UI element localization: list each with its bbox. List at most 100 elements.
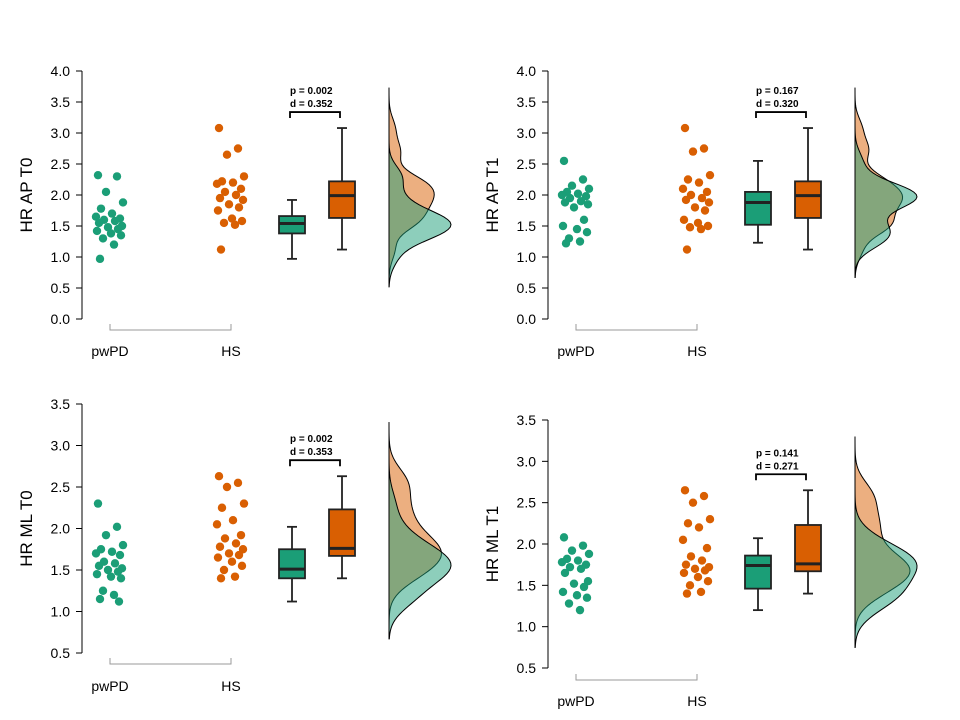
data-point-HS [224,200,234,209]
data-point-pwPD [575,605,585,615]
significance-bracket [755,111,807,119]
chart-panel-3: 0.5 1.0 1.5 2.0 2.5 3.0 3.5 HR ML T0 pwPD HS p = 0… [17,396,452,694]
data-point-HS [238,195,248,205]
data-point-pwPD [560,198,570,207]
data-point-HS [233,144,243,153]
data-point-pwPD [557,557,567,567]
y-tick-label: 0.0 [51,311,71,327]
data-point-HS [702,187,712,197]
data-point-HS [679,215,689,224]
annotation-p-value: p = 0.002 [290,434,333,445]
data-point-pwPD [91,549,101,558]
data-point-HS [704,198,714,207]
data-point-pwPD [106,572,116,581]
y-tick-label: 1.0 [51,249,71,265]
data-point-pwPD [118,540,128,550]
y-axis-title: HR ML T1 [483,506,502,583]
data-point-HS [700,566,710,575]
x-group-label: HS [221,678,240,694]
y-tick-label: 2.5 [51,479,71,495]
data-point-pwPD [110,559,120,568]
annotation-p-value: p = 0.002 [290,86,333,97]
data-point-HS [685,223,695,232]
y-tick-label: 0.5 [517,660,537,676]
data-point-HS [222,482,232,492]
box-HS [794,180,822,219]
y-axis-title: HR ML T0 [17,490,36,567]
data-point-HS [681,195,691,205]
x-group-label: pwPD [557,343,594,359]
y-tick-label: 0.5 [517,280,537,296]
data-point-HS [220,187,230,197]
x-group-label: pwPD [91,343,128,359]
data-point-pwPD [579,215,589,224]
data-point-pwPD [576,564,586,573]
data-point-pwPD [558,221,568,231]
data-point-HS [690,203,700,212]
y-tick-label: 2.0 [51,521,71,537]
data-point-pwPD [578,541,588,550]
data-point-HS [227,557,237,566]
data-point-HS [705,170,715,180]
data-point-HS [682,245,692,254]
data-point-pwPD [564,599,574,608]
density-pwPD [854,436,918,648]
y-tick-label: 1.5 [51,562,71,578]
y-tick-label: 1.0 [51,604,71,620]
chart-panel-1: 0.0 0.5 1.0 1.5 2.0 2.5 3.0 3.5 4.0 HR AP T0 pwPD H… [17,63,452,359]
data-point-pwPD [112,522,122,532]
y-tick-label: 3.0 [517,125,537,141]
data-point-HS [236,184,246,193]
chart-panel-4: 0.5 1.0 1.5 2.0 2.5 3.0 3.5 HR ML T1 pwPD HS p = 0… [483,412,918,709]
data-point-pwPD [94,218,104,228]
y-tick-label: 4.0 [51,63,71,79]
y-tick-label: 3.0 [517,453,537,469]
data-point-pwPD [567,546,577,555]
data-point-HS [216,245,226,254]
data-point-HS [686,552,696,561]
data-point-HS [681,560,691,569]
data-point-HS [678,184,688,193]
data-point-HS [680,486,690,495]
annotation-p-value: p = 0.141 [756,448,799,459]
y-tick-label: 1.5 [517,218,537,234]
data-point-HS [234,550,244,560]
data-point-pwPD [109,590,119,600]
y-tick-label: 2.5 [517,156,537,172]
data-point-HS [222,150,232,159]
data-point-HS [697,193,707,203]
data-point-pwPD [115,550,125,560]
data-point-HS [214,123,224,133]
x-axis-line [109,324,232,331]
y-tick-label: 3.5 [51,396,71,412]
data-point-HS [230,572,240,581]
box-pwPD [744,554,772,590]
data-point-pwPD [96,204,106,213]
density-pwPD [854,87,918,278]
annotation-effect-size: d = 0.271 [756,461,799,472]
x-group-label: HS [221,343,240,359]
data-point-pwPD [95,254,105,264]
data-point-HS [705,515,715,524]
data-point-pwPD [113,567,123,576]
x-axis-line [575,674,698,681]
y-tick-label: 3.0 [51,125,71,141]
x-axis-line [575,324,698,331]
y-tick-label: 2.0 [517,187,537,203]
data-point-HS [693,572,703,582]
data-point-pwPD [573,189,583,198]
y-tick-label: 2.0 [517,536,537,552]
data-point-pwPD [107,547,117,556]
data-point-HS [683,175,693,184]
data-point-pwPD [582,228,592,237]
data-point-HS [702,543,712,553]
y-tick-label: 1.5 [517,577,537,593]
data-point-pwPD [109,240,119,249]
y-tick-label: 2.5 [51,156,71,172]
data-point-pwPD [578,175,588,184]
significance-bracket [289,459,341,467]
data-point-pwPD [569,203,579,212]
data-point-pwPD [112,172,122,181]
data-point-pwPD [93,170,103,180]
